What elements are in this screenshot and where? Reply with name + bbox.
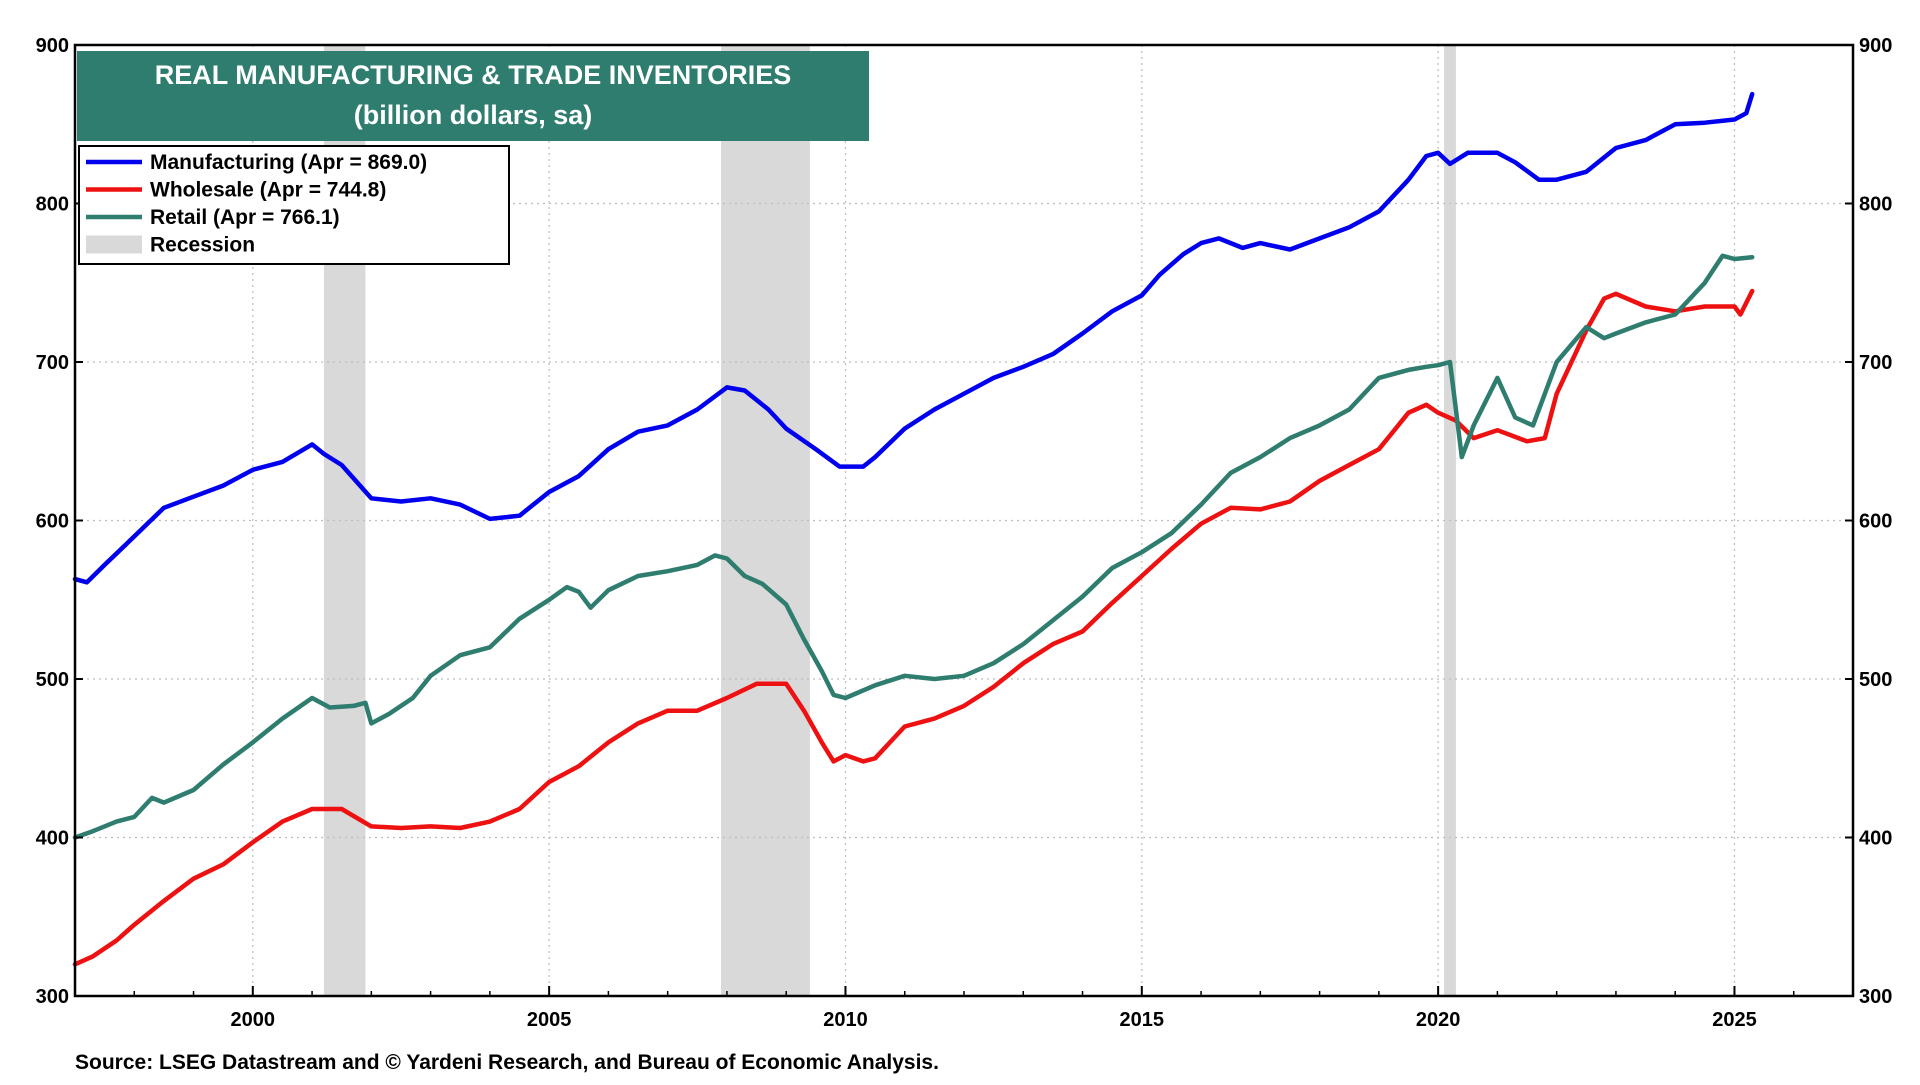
axes: 300 300 400 400 500 500 600 600 700 700 800 800 900 9… [36,35,1893,1031]
legend-swatch-recession [86,235,142,254]
x-tick-label: 2000 [231,1009,276,1031]
y-tick-label-right: 900 [1859,35,1892,57]
y-tick-label-left: 900 [36,35,69,57]
y-tick-label-left: 400 [36,828,69,850]
x-tick-label: 2015 [1120,1009,1165,1031]
title-box: REAL MANUFACTURING & TRADE INVENTORIES (… [77,51,869,141]
y-tick-label-left: 500 [36,669,69,691]
y-tick-label-right: 500 [1859,669,1892,691]
y-tick-label-right: 400 [1859,828,1892,850]
y-tick-label-left: 300 [36,986,69,1008]
legend-box [78,145,510,265]
x-tick-label: 2020 [1416,1009,1461,1031]
chart-subtitle: (billion dollars, sa) [354,100,593,130]
x-tick-label: 2010 [823,1009,868,1031]
series-line-wholesale [72,288,1755,967]
series-lines [72,91,1755,967]
y-tick-label-right: 800 [1859,194,1892,216]
legend: Manufacturing (Apr = 869.0) Wholesale (Ap… [78,145,510,265]
chart-title: REAL MANUFACTURING & TRADE INVENTORIES [155,60,792,90]
series-line-retail [72,253,1755,840]
legend-label: Recession [150,234,255,257]
y-tick-label-right: 600 [1859,511,1892,533]
source-note: Source: LSEG Datastream and © Yardeni Re… [75,1051,939,1074]
x-tick-label: 2025 [1712,1009,1757,1031]
y-tick-label-right: 300 [1859,986,1892,1008]
series-line-manufacturing [72,91,1755,585]
legend-label: Wholesale (Apr = 744.8) [150,179,386,202]
y-tick-label-left: 600 [36,511,69,533]
y-tick-label-left: 800 [36,194,69,216]
legend-label: Retail (Apr = 766.1) [150,206,340,229]
legend-label: Manufacturing (Apr = 869.0) [150,151,427,174]
y-tick-label-right: 700 [1859,352,1892,374]
x-tick-label: 2005 [527,1009,572,1031]
gridlines [75,45,1853,996]
y-tick-label-left: 700 [36,352,69,374]
